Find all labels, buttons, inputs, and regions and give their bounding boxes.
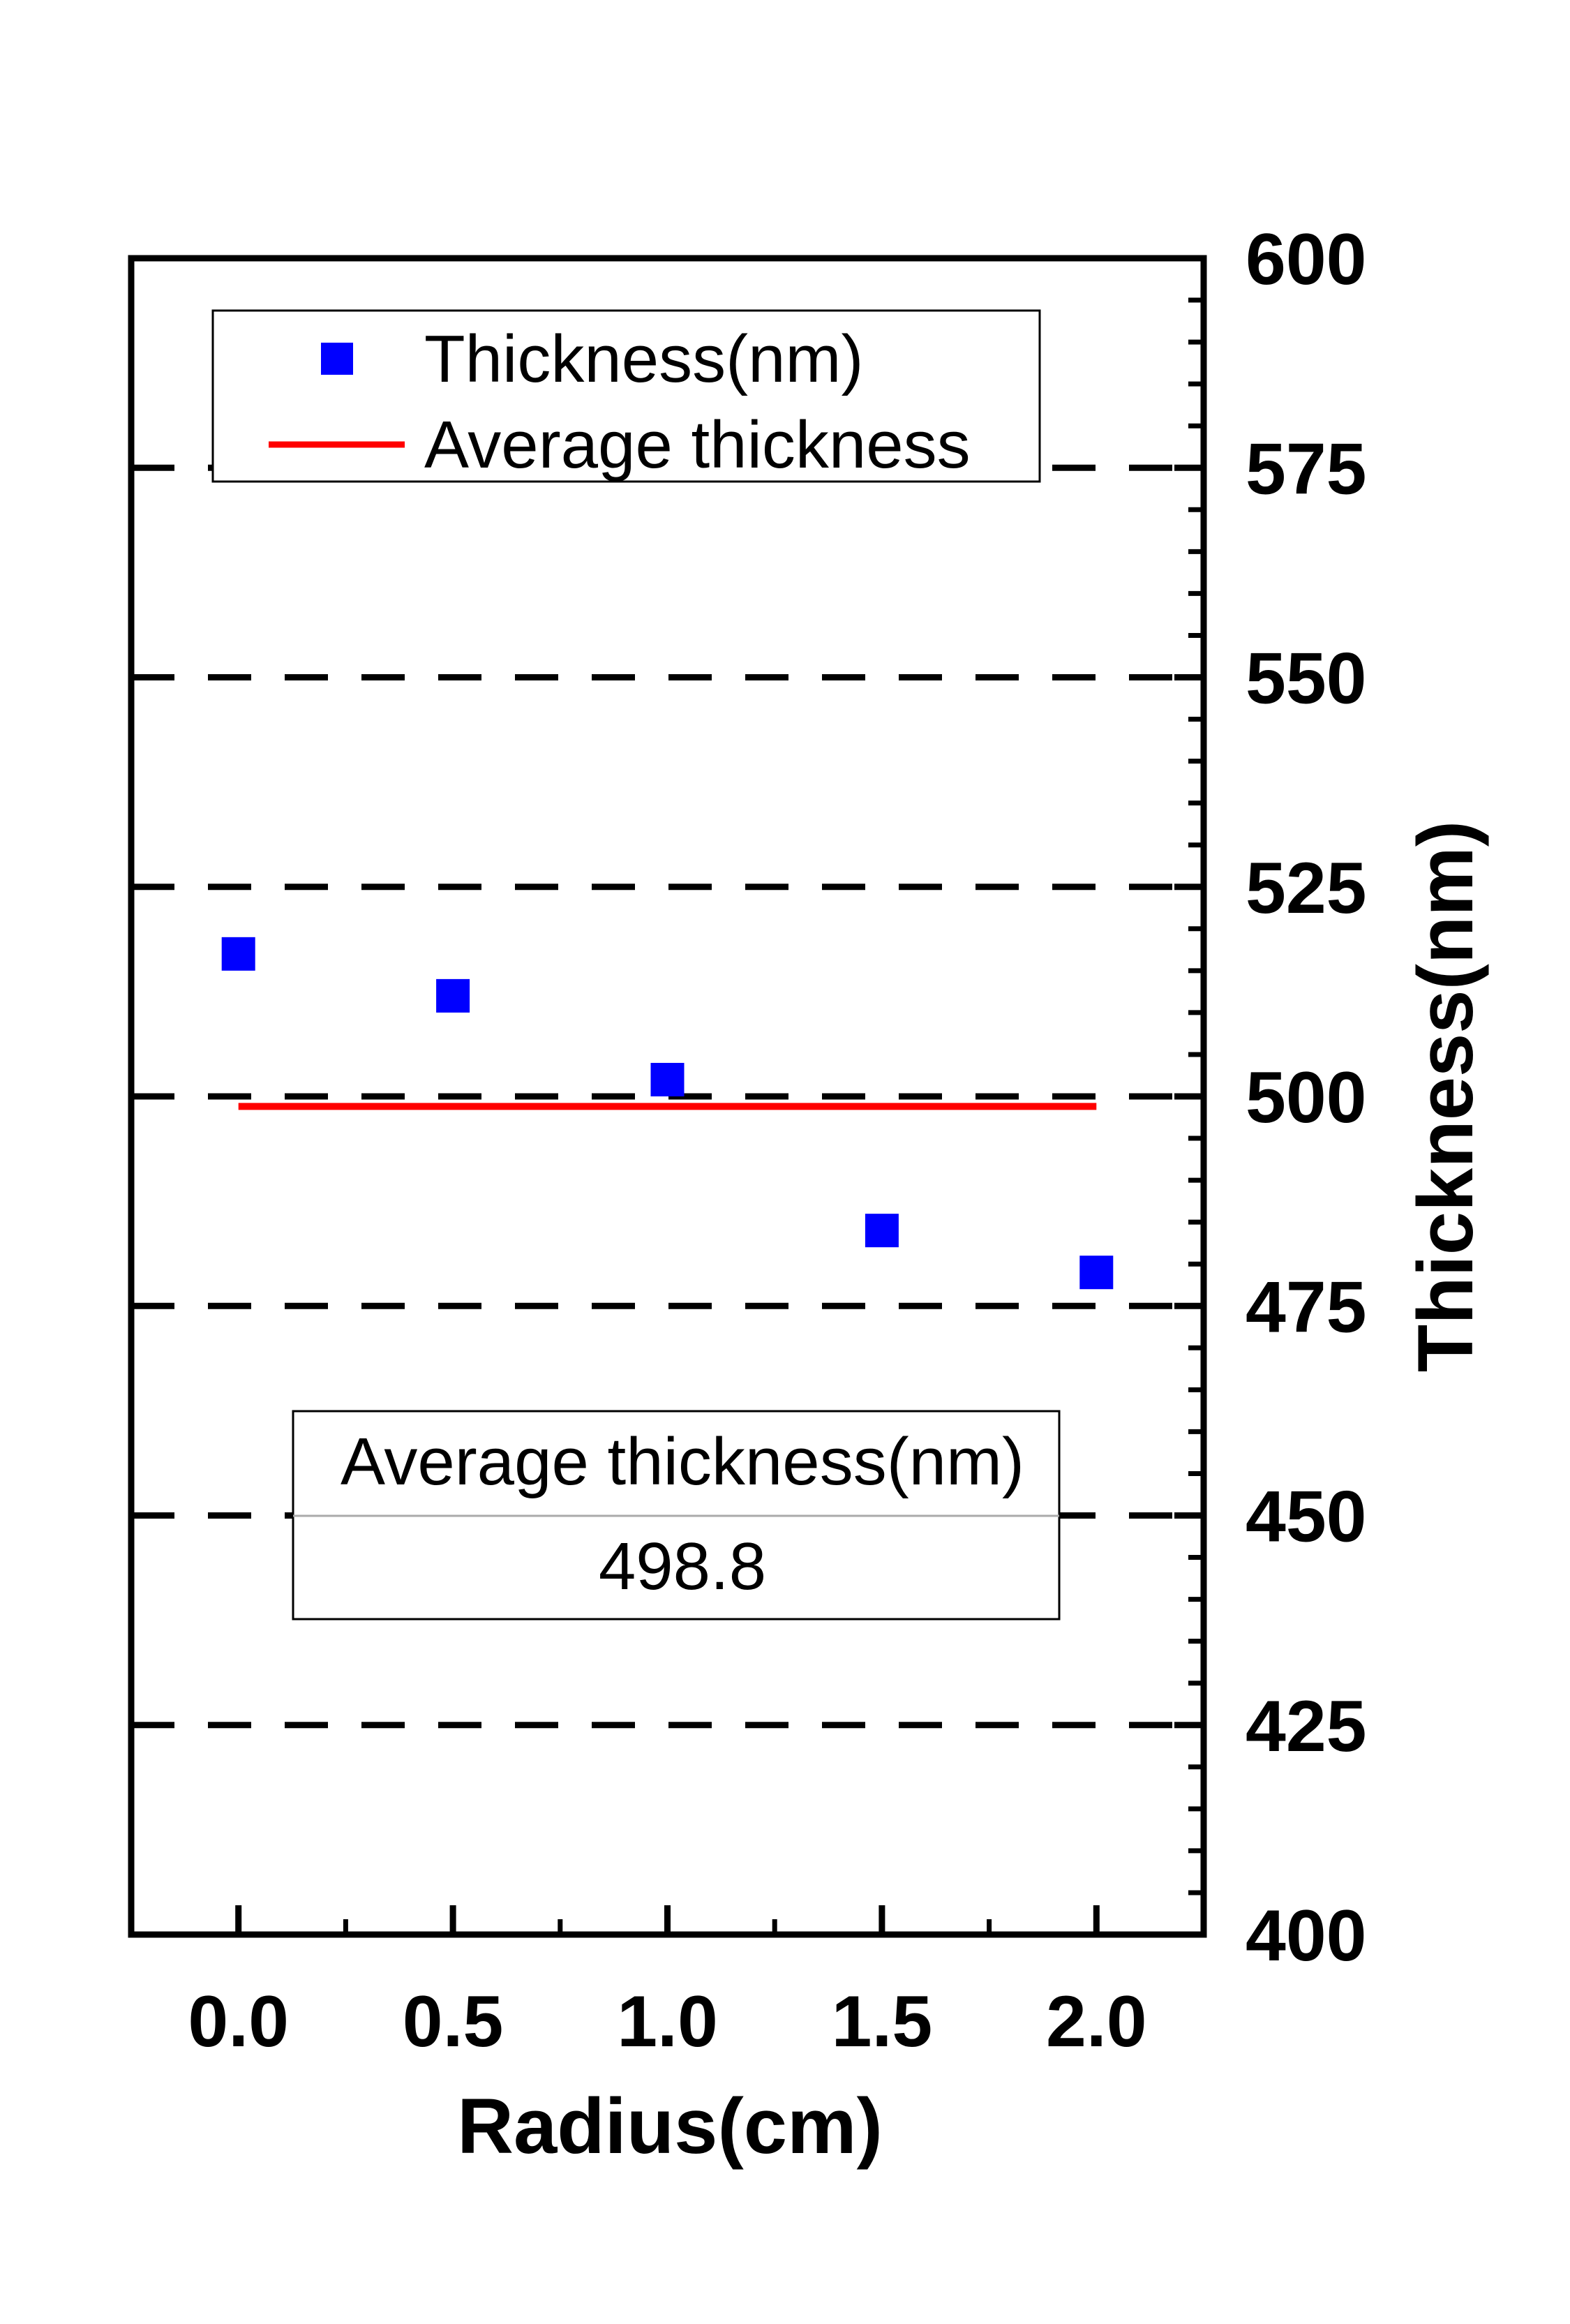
y-tick-label-400: 400 xyxy=(1246,1895,1367,1976)
y-tick-label-525: 525 xyxy=(1246,848,1367,929)
data-point-1 xyxy=(650,1062,685,1096)
y-tick-label-450: 450 xyxy=(1246,1477,1367,1558)
y-tick-label-575: 575 xyxy=(1246,429,1367,509)
annotation-header: Average thickness(nm) xyxy=(341,1424,1024,1499)
x-tick-label-0.0: 0.0 xyxy=(188,1981,289,2062)
data-point-2 xyxy=(1079,1256,1114,1290)
x-axis-title: Radius(cm) xyxy=(457,2083,883,2170)
y-tick-label-550: 550 xyxy=(1246,639,1367,720)
x-tick-label-1.5: 1.5 xyxy=(832,1981,933,2062)
y-axis-title: Thickness(nm) xyxy=(1402,821,1489,1372)
y-tick-label-500: 500 xyxy=(1246,1057,1367,1138)
legend: Thickness(nm) Average thickness xyxy=(211,309,1041,483)
data-point-0.5 xyxy=(436,978,470,1013)
legend-label-average: Average thickness xyxy=(424,408,971,482)
thickness-series xyxy=(221,937,1114,1290)
x-axis-ticks: 0.0 0.5 1.0 1.5 2.0 xyxy=(188,1905,1147,2062)
y-axis-ticks: 400 425 450 475 500 525 550 575 600 xyxy=(1174,219,1367,1976)
x-tick-label-1.0: 1.0 xyxy=(617,1981,718,2062)
x-tick-label-2.0: 2.0 xyxy=(1046,1981,1147,2062)
data-point-0 xyxy=(221,937,255,971)
legend-marker-thickness xyxy=(321,343,353,375)
annotation-value: 498.8 xyxy=(599,1529,766,1604)
data-point-1.5 xyxy=(865,1214,899,1248)
legend-label-thickness: Thickness(nm) xyxy=(424,322,863,396)
average-thickness-table: Average thickness(nm) 498.8 xyxy=(292,1410,1061,1621)
x-tick-label-0.5: 0.5 xyxy=(403,1981,504,2062)
y-tick-label-425: 425 xyxy=(1246,1686,1367,1767)
y-tick-label-475: 475 xyxy=(1246,1267,1367,1348)
y-tick-label-600: 600 xyxy=(1246,219,1367,300)
legend-box xyxy=(211,309,1041,483)
